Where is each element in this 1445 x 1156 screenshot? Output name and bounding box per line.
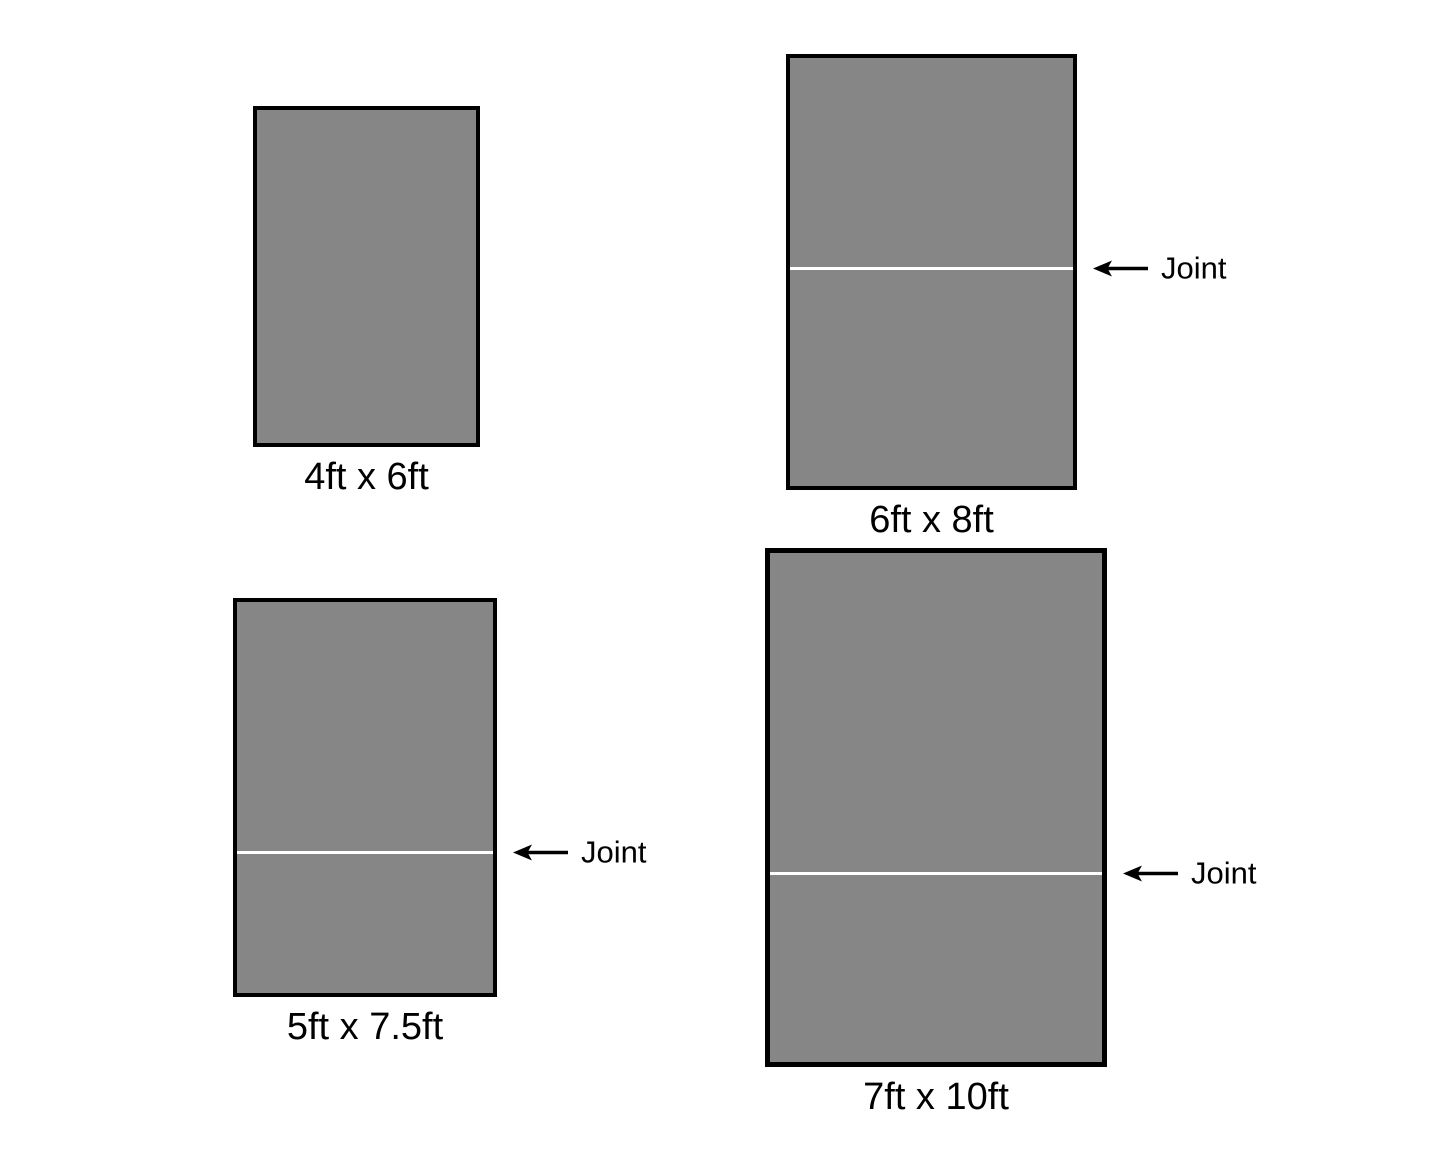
rug-5x7.5-group: Joint 5ft x 7.5ft	[233, 598, 646, 1048]
arrow-left-icon	[1123, 865, 1178, 881]
joint-callout: Joint	[1092, 253, 1226, 284]
arrow-left-icon	[513, 844, 568, 860]
joint-seam-line	[770, 871, 1102, 875]
rug-4x6-group: 4ft x 6ft	[253, 106, 480, 498]
joint-seam-line	[790, 266, 1073, 270]
rug-size-label: 7ft x 10ft	[863, 1076, 1009, 1118]
joint-label: Joint	[581, 834, 647, 870]
joint-callout: Joint	[512, 837, 646, 868]
rug-4x6-rect	[253, 106, 480, 447]
rug-6x8-group: Joint 6ft x 8ft	[786, 54, 1226, 541]
rug-7x10-group: Joint 7ft x 10ft	[765, 548, 1256, 1118]
joint-label: Joint	[1191, 855, 1257, 891]
arrow-left-icon	[1093, 260, 1148, 276]
joint-callout: Joint	[1122, 858, 1256, 889]
rug-size-label: 4ft x 6ft	[304, 456, 429, 498]
rug-7x10-rect	[765, 548, 1107, 1067]
joint-seam-line	[237, 850, 493, 854]
rug-5x7.5-rect	[233, 598, 497, 997]
joint-label: Joint	[1161, 250, 1227, 286]
rug-size-label: 5ft x 7.5ft	[286, 1006, 444, 1048]
rug-size-label: 6ft x 8ft	[869, 499, 994, 541]
rug-6x8-rect	[786, 54, 1077, 490]
